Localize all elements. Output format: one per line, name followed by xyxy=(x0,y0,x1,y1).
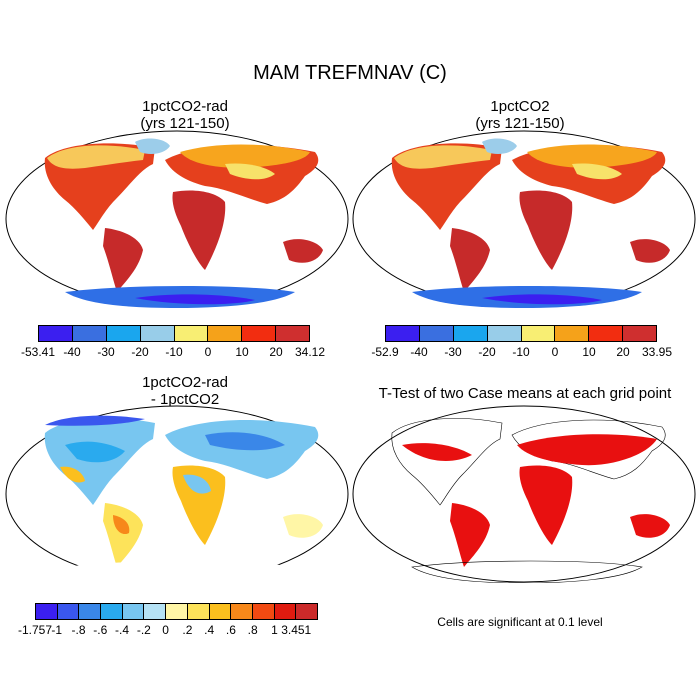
colorbar-swatch xyxy=(252,604,275,619)
colorbar-tick-label: -1.757 xyxy=(17,623,53,637)
colorbar-tick-label: 20 xyxy=(616,345,630,359)
panel-3-map xyxy=(5,405,350,583)
panel-1-map xyxy=(5,130,350,308)
panel-1-title-line2: (yrs 121-150) xyxy=(140,115,230,132)
colorbar-tick-label: -40 xyxy=(410,345,428,359)
colorbar-tick-label: -52.9 xyxy=(371,345,399,359)
panel-2-map xyxy=(352,130,697,308)
colorbar-tick-label: 33.95 xyxy=(641,345,673,359)
colorbar-swatch xyxy=(72,326,107,341)
colorbar-swatch xyxy=(208,326,243,341)
colorbar-tick-label: -.4 xyxy=(115,623,130,637)
panel-1-title-line1: 1pctCO2-rad xyxy=(142,98,228,115)
colorbar-tick-label: -.2 xyxy=(136,623,151,637)
colorbar-swatch xyxy=(555,326,590,341)
colorbar-swatch xyxy=(231,604,253,619)
colorbar-tick-label: -10 xyxy=(512,345,530,359)
colorbar-swatch xyxy=(276,326,309,341)
colorbar-tick-label: -53.41 xyxy=(20,345,56,359)
colorbar-tick-label: 0 xyxy=(162,623,169,637)
colorbar-tick-label: 34.12 xyxy=(294,345,326,359)
colorbar-tick-label: -30 xyxy=(444,345,462,359)
colorbar-tick-label: -40 xyxy=(63,345,81,359)
colorbar-swatch xyxy=(623,326,656,341)
colorbar-swatch xyxy=(487,326,522,341)
colorbar-swatch xyxy=(419,326,454,341)
panel-3-colorbar xyxy=(35,603,318,620)
panel-1-colorbar xyxy=(38,325,310,342)
colorbar-tick-label: -30 xyxy=(97,345,115,359)
colorbar-swatch xyxy=(242,326,277,341)
colorbar-tick-label: -10 xyxy=(165,345,183,359)
colorbar-swatch xyxy=(39,326,73,341)
colorbar-swatch xyxy=(209,604,232,619)
colorbar-swatch xyxy=(79,604,102,619)
panel-2-title-line2: (yrs 121-150) xyxy=(475,115,565,132)
colorbar-tick-label: -20 xyxy=(478,345,496,359)
panel-3-title-line1: 1pctCO2-rad xyxy=(142,374,228,391)
colorbar-swatch xyxy=(36,604,58,619)
colorbar-tick-label: .4 xyxy=(204,623,215,637)
panel-3-colorbar-labels: -1.757 -1 -.8 -.6 -.4 -.2 0 .2 .4 .6 .8 1 3.451 xyxy=(18,623,318,637)
colorbar-swatch xyxy=(144,604,167,619)
colorbar-tick-label: .2 xyxy=(182,623,193,637)
panel-2-colorbar xyxy=(385,325,657,342)
colorbar-swatch xyxy=(589,326,624,341)
colorbar-swatch xyxy=(386,326,420,341)
panel-2-title-line1: 1pctCO2 xyxy=(490,98,550,115)
colorbar-tick-label: 3.451 xyxy=(281,623,312,637)
colorbar-swatch xyxy=(274,604,297,619)
colorbar-swatch xyxy=(140,326,175,341)
colorbar-tick-label: 10 xyxy=(582,345,596,359)
colorbar-tick-label: -.8 xyxy=(71,623,86,637)
colorbar-swatch xyxy=(296,604,317,619)
colorbar-tick-label: .6 xyxy=(225,623,236,637)
panel-1-colorbar-labels: -53.41 -40 -30 -20 -10 0 10 20 34.12 xyxy=(21,345,325,359)
colorbar-tick-label: 20 xyxy=(269,345,283,359)
panel-4-title-line1: T-Test of two Case means at each grid po… xyxy=(378,385,672,402)
panel-1-title: 1pctCO2-rad (yrs 121-150) xyxy=(20,98,350,132)
panel-3-title: 1pctCO2-rad - 1pctCO2 xyxy=(20,374,350,408)
panel-2-title: 1pctCO2 (yrs 121-150) xyxy=(355,98,685,132)
colorbar-swatch xyxy=(453,326,488,341)
colorbar-swatch xyxy=(187,604,210,619)
colorbar-tick-label: .8 xyxy=(247,623,258,637)
panel-4-title: T-Test of two Case means at each grid po… xyxy=(355,385,695,402)
colorbar-swatch xyxy=(174,326,209,341)
panel-3-title-line2: - 1pctCO2 xyxy=(150,391,220,408)
colorbar-swatch xyxy=(101,604,123,619)
significance-note: Cells are significant at 0.1 level xyxy=(437,615,603,629)
colorbar-tick-label: -.6 xyxy=(93,623,108,637)
colorbar-swatch xyxy=(166,604,188,619)
colorbar-swatch xyxy=(57,604,80,619)
figure-title: MAM TREFMNAV (C) xyxy=(253,62,447,84)
colorbar-tick-label: 1 xyxy=(271,623,278,637)
colorbar-swatch xyxy=(106,326,141,341)
colorbar-swatch xyxy=(122,604,145,619)
colorbar-tick-label: -20 xyxy=(131,345,149,359)
panel-2-colorbar-labels: -52.9 -40 -30 -20 -10 0 10 20 33.95 xyxy=(371,345,672,359)
panel-4-map xyxy=(352,405,697,583)
colorbar-swatch xyxy=(521,326,556,341)
colorbar-tick-label: 0 xyxy=(204,345,212,359)
colorbar-tick-label: 0 xyxy=(551,345,559,359)
colorbar-tick-label: 10 xyxy=(235,345,249,359)
colorbar-tick-label: -1 xyxy=(51,623,63,637)
